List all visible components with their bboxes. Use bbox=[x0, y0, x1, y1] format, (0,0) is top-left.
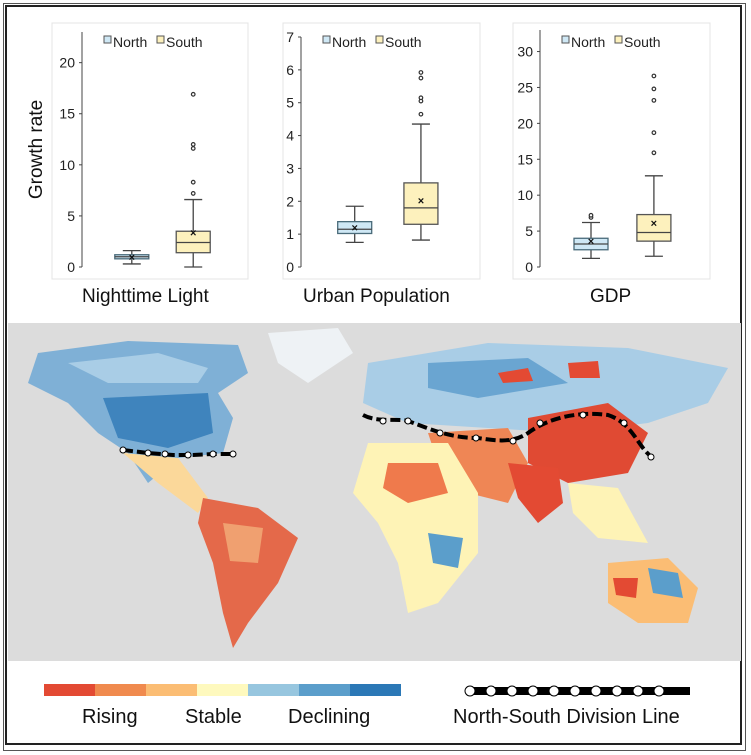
legend-label-south: South bbox=[385, 34, 422, 50]
world-map bbox=[8, 323, 741, 661]
outlier-point bbox=[190, 146, 196, 151]
colorbar-segment bbox=[248, 684, 299, 696]
region-south-asia bbox=[508, 463, 563, 523]
region-china bbox=[528, 403, 648, 483]
box-south: × bbox=[175, 91, 211, 268]
y-tick-label: 5 bbox=[525, 223, 533, 239]
mean-marker: × bbox=[651, 218, 657, 230]
outlier-point bbox=[588, 212, 594, 218]
legend-swatch-north bbox=[561, 35, 570, 44]
outlier-point bbox=[190, 179, 196, 185]
mean-marker: × bbox=[129, 252, 135, 264]
boxplot-panels: 0 5 10 15 20 Growth rate North South × × 0 1 2 3 4 5 6 7 N… bbox=[26, 22, 711, 280]
outer-border bbox=[3, 3, 746, 751]
panel-title-nighttime-light: Nighttime Light bbox=[82, 286, 209, 307]
region-southeast-asia bbox=[568, 483, 648, 543]
region-middle-east bbox=[428, 428, 528, 503]
y-tick-label: 2 bbox=[286, 193, 294, 209]
outlier-point bbox=[418, 95, 424, 101]
outlier-point bbox=[651, 150, 657, 156]
figure-border bbox=[5, 5, 742, 745]
outlier-point bbox=[190, 141, 196, 147]
legend-swatch-south bbox=[375, 35, 384, 44]
y-tick-label: 5 bbox=[67, 208, 75, 224]
outlier-point bbox=[190, 91, 196, 97]
mean-marker: × bbox=[588, 236, 594, 248]
y-axis-label: Growth rate bbox=[26, 100, 47, 199]
iqr-box bbox=[337, 221, 373, 235]
y-tick-label: 10 bbox=[59, 157, 75, 173]
outlier-point bbox=[190, 191, 196, 196]
legend-swatch-south bbox=[614, 35, 623, 44]
y-tick-label: 10 bbox=[517, 187, 533, 203]
outlier-point bbox=[418, 70, 424, 75]
legend-label-north: North bbox=[332, 34, 366, 50]
y-tick-label: 0 bbox=[286, 259, 294, 275]
legend-label-north: North bbox=[571, 34, 605, 50]
plot-frame bbox=[282, 22, 481, 280]
colorbar-segment bbox=[146, 684, 197, 696]
outlier-point bbox=[651, 97, 657, 103]
legend-label-division-line: North-South Division Line bbox=[453, 706, 680, 728]
outlier-point bbox=[418, 75, 424, 81]
y-tick-label: 30 bbox=[517, 44, 533, 60]
box-south: × bbox=[636, 73, 672, 257]
y-tick-label: 3 bbox=[286, 160, 294, 176]
colorbar-segment bbox=[44, 684, 95, 696]
legend-swatch-north bbox=[103, 35, 112, 44]
box-north: × bbox=[337, 205, 373, 244]
colorbar-segment bbox=[197, 684, 248, 696]
iqr-box bbox=[403, 182, 439, 225]
box-north: × bbox=[573, 212, 609, 260]
y-tick-label: 15 bbox=[59, 106, 75, 122]
y-tick-label: 6 bbox=[286, 62, 294, 78]
y-tick-label: 0 bbox=[67, 259, 75, 275]
north-south-division-line-eurasia bbox=[362, 411, 655, 461]
iqr-box bbox=[636, 213, 672, 242]
y-tick-label: 20 bbox=[59, 55, 75, 71]
y-tick-label: 25 bbox=[517, 79, 533, 95]
legend-swatch-south bbox=[156, 35, 165, 44]
panel-title-gdp: GDP bbox=[590, 286, 632, 307]
legend-label-stable: Stable bbox=[185, 706, 242, 728]
north-south-division-line-americas bbox=[119, 446, 237, 459]
box-north: × bbox=[114, 250, 150, 265]
legend-label-south: South bbox=[166, 34, 203, 50]
legend-label-north: North bbox=[113, 34, 147, 50]
mean-marker: × bbox=[351, 223, 357, 235]
division-line-legend-symbol bbox=[464, 685, 690, 697]
y-tick-label: 7 bbox=[286, 29, 294, 45]
outlier-point bbox=[651, 73, 657, 79]
legend-label-declining: Declining bbox=[288, 706, 371, 728]
panel-title-urban-population: Urban Population bbox=[303, 286, 450, 307]
colorbar-segment bbox=[350, 684, 401, 696]
plot-frame bbox=[51, 22, 249, 280]
boxplot-urban-population: 0 1 2 3 4 5 6 7 North South × × bbox=[282, 22, 481, 280]
legend-swatch-north bbox=[322, 35, 331, 44]
y-tick-label: 15 bbox=[517, 151, 533, 167]
box-south: × bbox=[403, 70, 439, 241]
outlier-point bbox=[418, 111, 424, 117]
legend-label-south: South bbox=[624, 34, 661, 50]
colorbar-segment bbox=[95, 684, 146, 696]
y-tick-label: 4 bbox=[286, 128, 294, 144]
colorbar-segment bbox=[299, 684, 350, 696]
boxplot-nighttime-light: 0 5 10 15 20 Growth rate North South × × bbox=[26, 22, 249, 280]
y-tick-label: 20 bbox=[517, 115, 533, 131]
plot-frame bbox=[512, 22, 711, 280]
mean-marker: × bbox=[418, 195, 424, 207]
boxplot-gdp: 0 5 10 15 20 25 30 North South × × bbox=[512, 22, 711, 280]
mean-marker: × bbox=[190, 227, 196, 239]
region-central-america bbox=[123, 453, 208, 513]
map-colorbar bbox=[44, 684, 401, 696]
outlier-point bbox=[651, 86, 657, 92]
legend-label-rising: Rising bbox=[82, 706, 138, 728]
y-tick-label: 5 bbox=[286, 95, 294, 111]
region-south-america bbox=[198, 498, 298, 648]
y-tick-label: 0 bbox=[525, 259, 533, 275]
y-tick-label: 1 bbox=[286, 226, 294, 242]
outlier-point bbox=[651, 130, 657, 136]
region-greenland bbox=[268, 328, 353, 383]
